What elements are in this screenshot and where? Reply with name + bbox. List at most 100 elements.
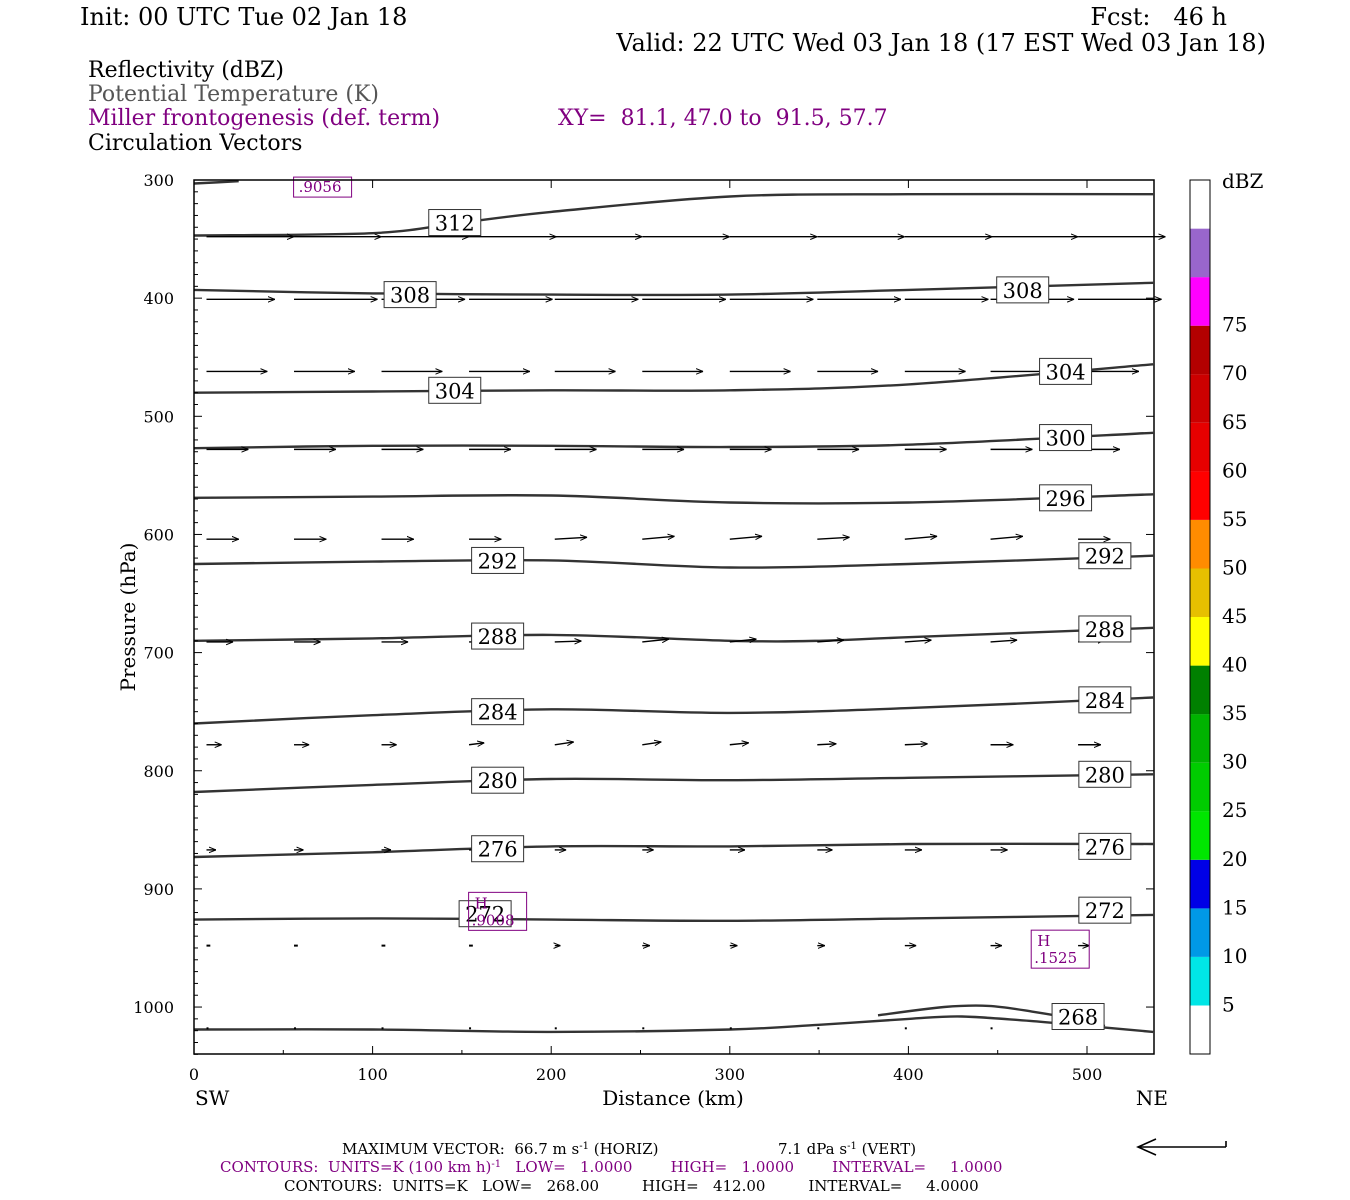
frontogenesis-box (1030, 929, 1090, 969)
contour-label: 292 (1078, 542, 1132, 570)
colorbar-tick-label: 70 (1222, 361, 1247, 385)
contour-label-box (471, 622, 525, 650)
contour-label-box (1078, 896, 1132, 924)
legend-frontogenesis: Miller frontogenesis (def. term) (88, 106, 440, 131)
colorbar-tick-label: 50 (1222, 555, 1247, 579)
x-tick-label: 0 (189, 1065, 199, 1084)
circulation-vector (990, 536, 1023, 539)
colorbar-swatch (1190, 277, 1210, 326)
colorbar-tick-label: 20 (1222, 847, 1247, 871)
contour-label-text: 288 (1085, 618, 1125, 642)
contour-label-text: 280 (1085, 763, 1125, 787)
circulation-vector (642, 742, 661, 745)
contour-label: 284 (471, 698, 525, 726)
contour-label-box (458, 900, 512, 928)
contour-label-text: 284 (1085, 689, 1125, 713)
theta-contour-line (193, 192, 1154, 237)
circulation-vector (729, 536, 762, 539)
x-axis-label: Distance (km) (602, 1086, 744, 1110)
circulation-vector (904, 744, 928, 745)
circulation-vector (642, 639, 669, 642)
frontogenesis-contour-info: CONTOURS: UNITS=K (100 km h)-1 LOW= 1.00… (220, 1158, 1002, 1176)
contour-label-box (1039, 357, 1093, 385)
theta-contour-line (193, 554, 1154, 569)
frontogenesis-extremum: H.1525 (1030, 929, 1090, 969)
colorbar-tick-label: 25 (1222, 798, 1247, 822)
contour-label-text: 304 (435, 379, 475, 403)
y-tick-label: 1000 (133, 998, 174, 1017)
colorbar-swatch (1190, 568, 1210, 617)
x-tick-label: 100 (357, 1065, 388, 1084)
contour-label: 280 (471, 766, 525, 794)
colorbar-title: dBZ (1222, 169, 1264, 193)
contour-label: 308 (383, 281, 437, 309)
contour-label-box (1051, 1003, 1105, 1031)
colorbar-swatch (1190, 180, 1210, 229)
colorbar-swatch (1190, 908, 1210, 957)
forecast-hour: Fcst: 46 h (1090, 3, 1227, 31)
contour-label-text: 296 (1046, 487, 1086, 511)
circulation-vector (817, 744, 836, 745)
theta-contour-line (193, 842, 1154, 859)
contour-label-text: 268 (1058, 1006, 1098, 1030)
contour-label: 304 (428, 376, 482, 404)
contour-label-box (471, 698, 525, 726)
contour-label-box (383, 281, 437, 309)
colorbar-tick-label: 10 (1222, 944, 1247, 968)
reference-vector-head (1136, 1138, 1157, 1156)
init-time: Init: 00 UTC Tue 02 Jan 18 (80, 3, 407, 31)
colorbar-swatch (1190, 714, 1210, 763)
colorbar-tick-label: 35 (1222, 701, 1247, 725)
colorbar-tick-label: 55 (1222, 507, 1247, 531)
theta-contour-line (193, 281, 1154, 297)
y-tick-label: 700 (143, 644, 174, 663)
y-tick-label: 400 (143, 289, 174, 308)
colorbar-swatch (1190, 422, 1210, 472)
contour-label-text: 300 (1046, 427, 1086, 451)
theta-contours (193, 180, 1154, 1034)
contour-label-text: 276 (478, 838, 518, 862)
theta-contour-line (193, 696, 1154, 725)
frontogenesis-high-marker: H (1037, 932, 1050, 950)
contour-label: 288 (1078, 615, 1132, 643)
frontogenesis-extremum: .9056 (293, 176, 353, 198)
contour-label-box (1078, 832, 1132, 860)
x-tick-label: 200 (536, 1065, 567, 1084)
contour-label-box (428, 209, 482, 237)
contour-label: 272 (1078, 896, 1132, 924)
contour-label-text: 280 (478, 769, 518, 793)
contour-label: 276 (1078, 832, 1132, 860)
colorbar-swatch (1190, 811, 1210, 860)
max-vector-vert: 7.1 dPa s-1 (VERT) (778, 1140, 916, 1158)
contour-label-text: 276 (1085, 835, 1125, 859)
contour-label: 288 (471, 622, 525, 650)
y-tick-label: 900 (143, 880, 174, 899)
theta-contour-line (193, 913, 1154, 923)
legend-circulation-vectors: Circulation Vectors (88, 131, 302, 156)
colorbar-swatch (1190, 665, 1210, 715)
contour-labels: 268 272 272 276 276 280 280 284 284 288 288 292 292 2… (383, 209, 1132, 1031)
contour-label-box (471, 835, 525, 863)
frontogenesis-value: .1525 (1034, 949, 1077, 967)
colorbar-tick-label: 5 (1222, 992, 1235, 1016)
colorbar-tick-label: 30 (1222, 750, 1247, 774)
legend-potential-temperature: Potential Temperature (K) (88, 82, 379, 107)
colorbar-swatch (1190, 374, 1210, 423)
x-axis-left-end-label: SW (195, 1086, 230, 1110)
reflectivity-colorbar: 5 10 15 20 25 30 35 40 45 50 55 60 65 70 75 (1189, 179, 1247, 1055)
contour-label: 280 (1078, 760, 1132, 788)
contour-label-box (1078, 615, 1132, 643)
contour-label-text: 272 (465, 903, 505, 927)
circulation-vector (554, 742, 574, 745)
theta-contour-line (193, 363, 1154, 394)
contour-label: 300 (1039, 424, 1093, 452)
contour-label: 272 (458, 900, 512, 928)
theta-contour-line (193, 626, 1154, 643)
frontogenesis-box (293, 176, 353, 198)
contour-label: 292 (471, 546, 525, 574)
circulation-vector (817, 537, 849, 539)
contour-label: 308 (996, 276, 1050, 304)
circulation-vector (990, 640, 1018, 642)
